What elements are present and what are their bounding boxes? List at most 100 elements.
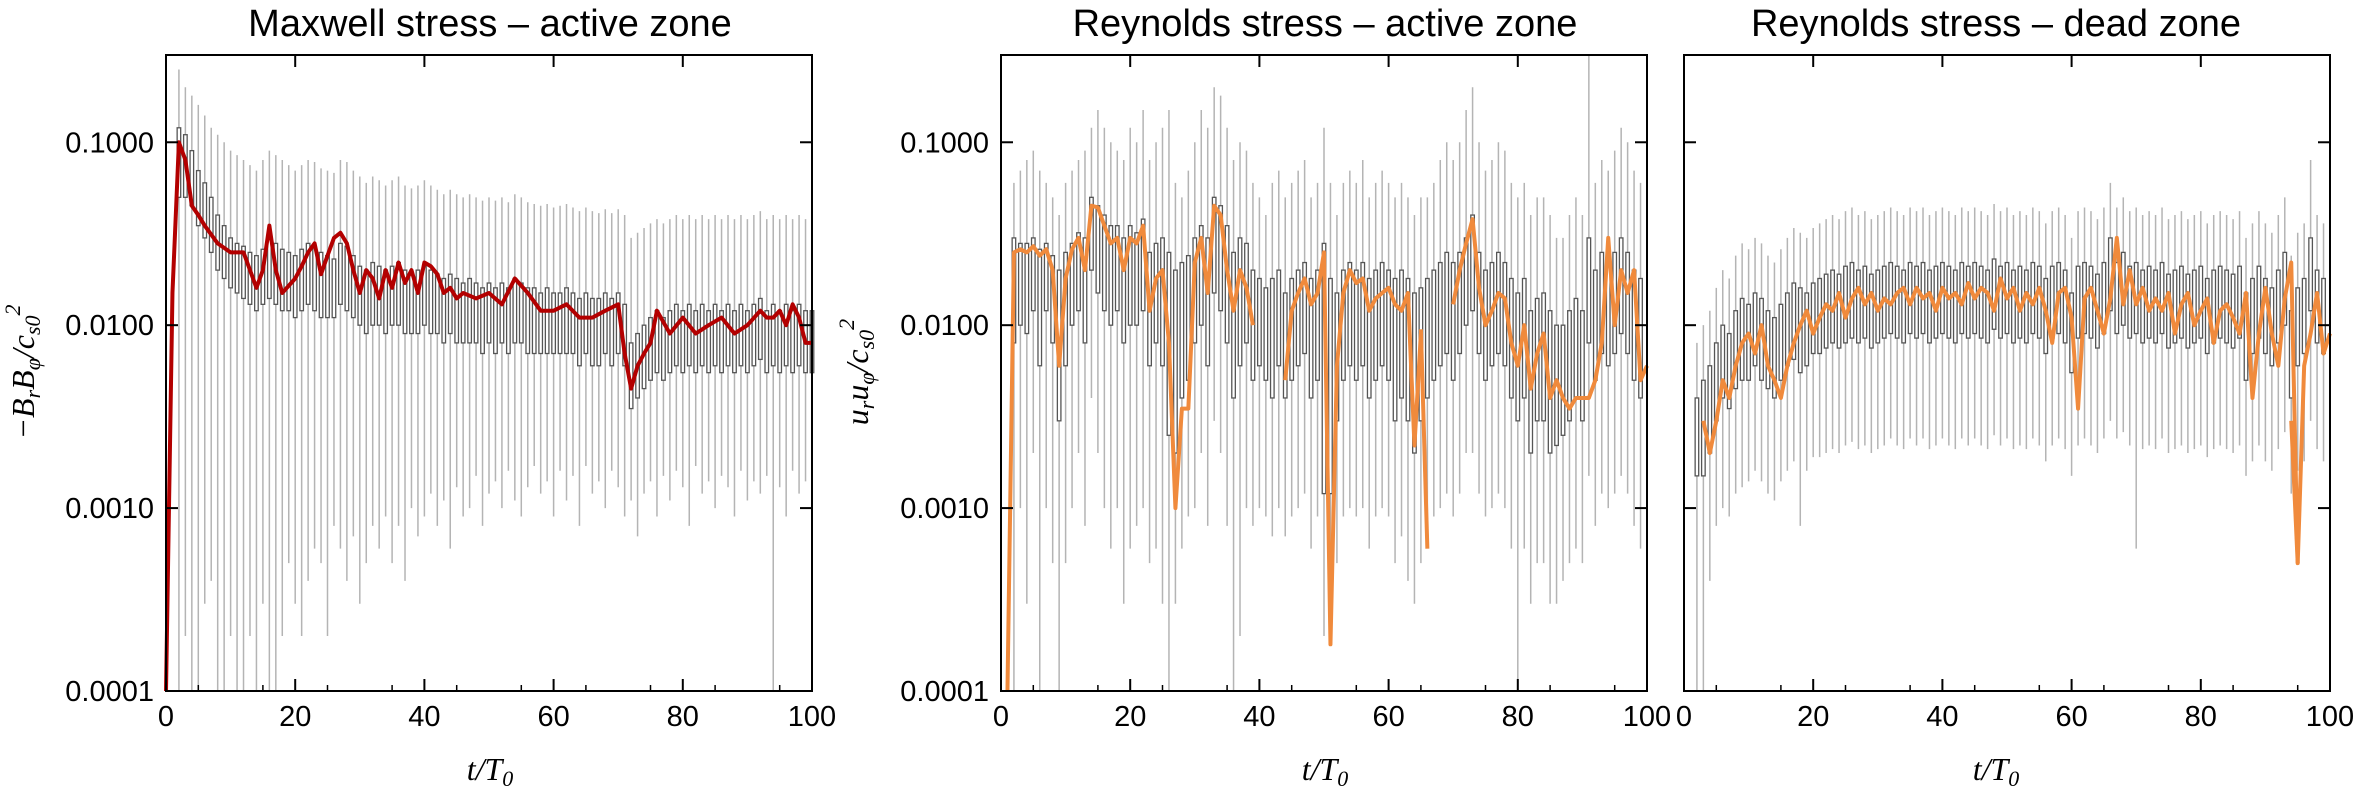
box <box>589 297 595 367</box>
box <box>512 277 518 344</box>
box <box>796 303 802 367</box>
panel-title: Maxwell stress – active zone <box>248 3 732 45</box>
box <box>1450 261 1456 381</box>
box <box>2075 265 2081 339</box>
box <box>1379 261 1385 367</box>
box <box>1694 397 1700 477</box>
box <box>1172 269 1178 454</box>
box <box>712 303 718 367</box>
box <box>305 242 311 305</box>
x-tick-label: 40 <box>1926 701 1958 733</box>
box <box>493 287 498 355</box>
box <box>1927 269 1932 344</box>
box <box>1179 261 1185 399</box>
box <box>538 292 544 355</box>
box <box>1965 265 1971 339</box>
box <box>757 297 763 361</box>
box <box>1231 251 1236 399</box>
box <box>428 269 434 335</box>
box <box>1810 282 1816 355</box>
box <box>1855 269 1861 344</box>
box <box>686 303 692 367</box>
box <box>208 196 214 254</box>
median-line <box>164 140 812 692</box>
median-line-group <box>164 140 812 692</box>
box <box>751 303 757 367</box>
x-axis-label: t/T0 <box>467 751 514 786</box>
box <box>2153 269 2159 344</box>
box <box>370 261 376 326</box>
box <box>1579 310 1585 422</box>
box <box>402 269 408 335</box>
box <box>234 242 240 294</box>
box <box>1804 292 1810 367</box>
box <box>480 287 485 355</box>
box <box>1985 269 1991 344</box>
box <box>2198 265 2204 339</box>
y-tick-label: 0.0100 <box>65 310 154 342</box>
box <box>1726 332 1732 410</box>
box <box>732 310 737 374</box>
box <box>221 225 227 280</box>
box <box>2262 277 2268 355</box>
box <box>564 287 569 355</box>
box <box>744 310 750 374</box>
box <box>1218 205 1224 312</box>
box <box>783 303 789 367</box>
box <box>1573 297 1579 399</box>
box <box>1894 265 1900 339</box>
box <box>660 316 666 381</box>
box <box>1843 265 1848 344</box>
box <box>1295 269 1301 367</box>
box <box>1328 277 1333 495</box>
box <box>1470 214 1476 312</box>
box <box>1495 251 1501 355</box>
box <box>764 310 770 374</box>
x-tick-label: 100 <box>1623 701 1671 733</box>
box <box>460 282 466 344</box>
box <box>1752 292 1758 367</box>
box <box>673 303 679 367</box>
box <box>531 287 537 355</box>
box <box>1431 269 1437 381</box>
box <box>2295 287 2301 367</box>
y-tick-label: 0.0010 <box>65 493 154 525</box>
box <box>609 297 615 367</box>
box <box>2114 261 2120 335</box>
box <box>706 310 712 374</box>
box <box>486 282 492 344</box>
box <box>1263 287 1269 381</box>
y-tick-label: 0.0010 <box>900 493 989 525</box>
box <box>2250 277 2255 355</box>
box <box>350 254 356 319</box>
box <box>2036 265 2042 339</box>
box <box>1791 282 1797 361</box>
box <box>318 251 324 319</box>
box <box>299 248 305 312</box>
box <box>1888 261 1894 335</box>
box <box>1198 225 1204 326</box>
box <box>1276 269 1282 367</box>
y-tick-label: 0.0100 <box>900 310 989 342</box>
box <box>1868 273 1874 349</box>
median-line <box>1005 203 1255 692</box>
box <box>1978 265 1984 339</box>
y-tick-label: 0.1000 <box>900 127 989 159</box>
panel-maxwell-active: Maxwell stress – active zone 0 20 40 60 80 10… <box>0 3 836 786</box>
box <box>693 310 699 374</box>
box <box>1772 316 1777 399</box>
x-tick-label: 0 <box>1676 701 1692 733</box>
box <box>1901 269 1907 344</box>
box <box>467 277 473 344</box>
box <box>1114 225 1120 312</box>
box <box>1269 277 1275 399</box>
box <box>2301 277 2307 355</box>
box <box>577 297 582 367</box>
axes-group: 0 20 40 60 80 100 <box>1676 55 2354 733</box>
box <box>1998 265 2003 339</box>
median-line-group <box>1701 235 2332 566</box>
box <box>2062 269 2068 344</box>
box <box>331 258 337 319</box>
box <box>1914 265 1919 339</box>
box <box>1366 277 1372 399</box>
